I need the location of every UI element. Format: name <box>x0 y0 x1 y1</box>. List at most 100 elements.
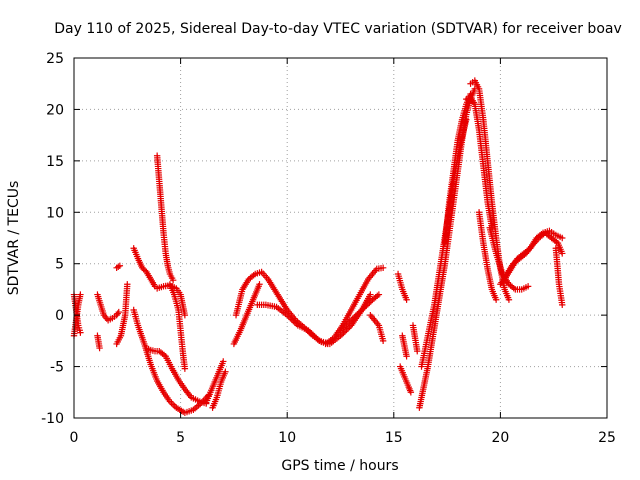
series-sat-g <box>130 245 159 290</box>
y-tick-label: 10 <box>46 205 64 221</box>
data-point <box>375 291 383 298</box>
data-point <box>77 329 84 336</box>
series-sat-ag <box>497 229 566 288</box>
series-sat-u <box>394 270 410 303</box>
x-tick-label: 15 <box>385 430 403 446</box>
data-point <box>524 283 532 290</box>
data-point <box>366 299 373 306</box>
data-points <box>70 77 566 417</box>
data-point <box>306 328 314 336</box>
series-sat-ah <box>552 245 566 309</box>
data-point <box>338 325 346 333</box>
data-point <box>115 308 122 316</box>
data-point <box>347 317 355 324</box>
series-sat-ad <box>475 209 500 303</box>
series-sat-n <box>209 368 229 411</box>
data-point <box>288 316 295 323</box>
data-point <box>285 313 292 320</box>
data-point <box>169 276 177 284</box>
data-point <box>77 291 84 298</box>
data-point <box>492 296 500 303</box>
data-point <box>312 334 320 342</box>
data-point <box>96 344 103 352</box>
y-tick-label: 0 <box>55 308 64 324</box>
x-tick-label: 25 <box>598 430 616 446</box>
y-tick-label: 25 <box>46 51 64 67</box>
data-point <box>346 318 353 325</box>
y-tick-labels: -10 -5 0 5 10 15 20 25 <box>41 51 64 427</box>
data-point <box>341 322 349 330</box>
x-tick-label: 0 <box>70 430 79 446</box>
data-point <box>559 250 566 257</box>
data-point <box>284 311 291 319</box>
data-point <box>403 353 410 360</box>
y-tick-label: 15 <box>46 154 64 170</box>
y-tick-label: -5 <box>50 360 64 376</box>
data-point <box>343 321 350 328</box>
series-sat-m <box>202 358 227 406</box>
data-point <box>344 320 352 327</box>
data-point <box>116 262 124 269</box>
chart-title: Day 110 of 2025, Sidereal Day-to-day VTE… <box>54 21 622 37</box>
y-tick-label: 5 <box>55 257 64 273</box>
data-point <box>222 368 229 375</box>
series-sat-s <box>337 291 383 334</box>
axis-ticks <box>73 57 608 419</box>
series-sat-v <box>396 363 415 396</box>
data-point <box>360 305 367 312</box>
data-point <box>364 300 372 308</box>
x-tick-label: 10 <box>278 430 296 446</box>
series-sat-c <box>94 291 122 324</box>
series-sat-k <box>153 282 189 319</box>
data-point <box>367 297 375 305</box>
data-point <box>287 314 294 322</box>
data-point <box>256 281 263 288</box>
series-sat-t <box>367 311 387 345</box>
data-point <box>309 331 317 339</box>
data-point <box>363 302 370 309</box>
x-tick-labels: 0 5 10 15 20 25 <box>70 430 616 446</box>
data-point <box>337 327 344 334</box>
plot-frame <box>73 57 608 419</box>
series-sat-x <box>409 322 421 355</box>
data-point <box>367 291 374 298</box>
data-point <box>352 312 359 320</box>
series-sat-j <box>153 152 177 284</box>
data-point <box>311 333 318 340</box>
data-point <box>349 315 356 323</box>
data-point <box>358 306 366 314</box>
data-point <box>314 336 321 343</box>
series-sat-o <box>230 281 263 348</box>
data-point <box>220 358 227 365</box>
y-tick-label: 20 <box>46 102 64 118</box>
x-axis-label: GPS time / hours <box>281 458 398 474</box>
series-sat-ac <box>463 93 496 231</box>
y-tick-label: -10 <box>41 411 64 427</box>
data-point <box>181 311 189 319</box>
data-point <box>308 330 315 337</box>
series-sat-h <box>130 306 212 417</box>
data-point <box>139 264 146 272</box>
data-point <box>414 347 421 355</box>
series-sat-z <box>418 116 470 370</box>
series-sat-r <box>322 264 387 348</box>
series-sat-b <box>70 291 84 336</box>
data-point <box>559 234 566 242</box>
data-point <box>305 327 312 334</box>
x-tick-label: 20 <box>491 430 509 446</box>
series-sat-l <box>166 281 189 372</box>
x-tick-label: 5 <box>176 430 185 446</box>
data-point <box>293 320 300 328</box>
series-sat-e <box>113 262 124 272</box>
data-point <box>379 264 387 272</box>
data-point <box>140 266 147 273</box>
data-point <box>407 389 415 396</box>
data-point <box>379 337 387 345</box>
series-sat-d <box>94 332 103 352</box>
data-point <box>351 314 358 321</box>
data-point <box>559 301 566 309</box>
data-point <box>290 317 297 325</box>
data-point <box>357 308 364 315</box>
